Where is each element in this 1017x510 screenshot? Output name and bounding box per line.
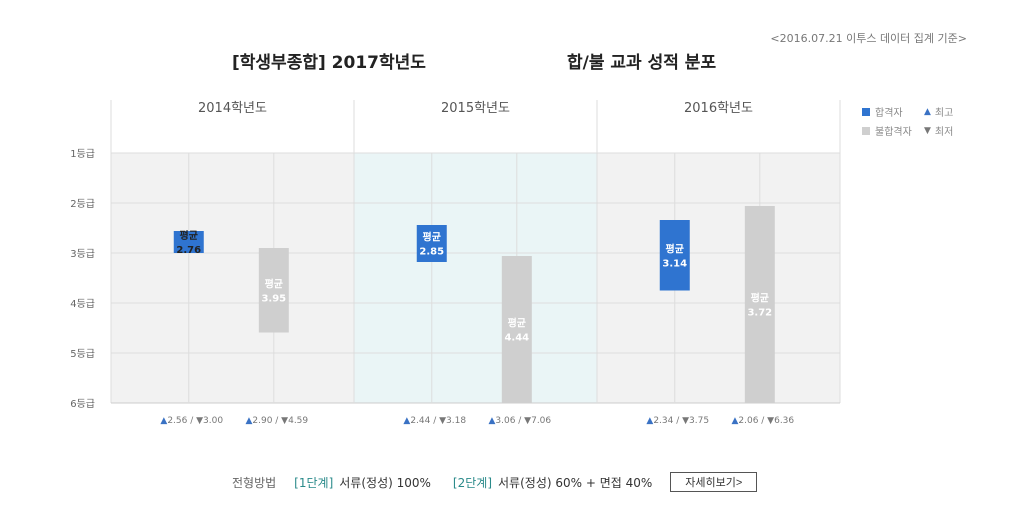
legend-max: ▲ 최고 bbox=[924, 104, 986, 120]
triangle-up-icon: ▲ bbox=[488, 416, 495, 426]
y-tick-label: 3등급 bbox=[70, 248, 95, 260]
stage2-tag: [2단계] bbox=[452, 475, 493, 490]
fail-range-bar bbox=[258, 248, 289, 333]
highlight-column bbox=[354, 153, 597, 403]
pass-range-bar bbox=[416, 225, 447, 262]
stage1-desc: 서류(정성) 100% bbox=[339, 475, 431, 490]
range-text: 2.34 / ▼3.75 bbox=[653, 416, 709, 426]
source-note: <2016.07.21 이투스 데이터 집계 기준> bbox=[770, 32, 967, 45]
legend-fail: 불합격자 bbox=[862, 123, 924, 138]
group-header: 2014학년도 bbox=[198, 101, 267, 116]
triangle-up-icon: ▲ bbox=[731, 416, 738, 426]
detail-button[interactable]: 자세히보기> bbox=[670, 472, 758, 492]
range-text: 2.56 / ▼3.00 bbox=[167, 416, 223, 426]
legend-pass: 합격자 bbox=[862, 104, 924, 119]
range-label: ▲3.06 / ▼7.06 bbox=[488, 416, 551, 426]
avg-value: 3.14 bbox=[662, 258, 687, 269]
avg-value: 3.72 bbox=[747, 308, 772, 319]
method-label: 전형방법 bbox=[232, 475, 277, 490]
stage1-tag: [1단계] bbox=[294, 475, 334, 490]
range-label: ▲2.56 / ▼3.00 bbox=[160, 416, 223, 426]
avg-label: 평균 bbox=[180, 229, 198, 242]
range-text: 3.06 / ▼7.06 bbox=[495, 416, 551, 426]
range-label: ▲2.44 / ▼3.18 bbox=[403, 416, 466, 426]
avg-value: 3.95 bbox=[261, 293, 286, 304]
chart-title: [학생부종합] 2017학년도 bbox=[232, 53, 426, 73]
pass-range-bar bbox=[659, 220, 690, 291]
group-header: 2015학년도 bbox=[441, 101, 510, 116]
avg-label: 평균 bbox=[265, 277, 283, 290]
avg-label: 평균 bbox=[423, 231, 441, 244]
stage2-desc: 서류(정성) 60% + 면접 40% bbox=[498, 475, 653, 490]
avg-label: 평균 bbox=[508, 317, 526, 330]
y-tick-label: 1등급 bbox=[70, 148, 95, 160]
triangle-up-icon: ▲ bbox=[403, 416, 410, 426]
range-text: 2.90 / ▼4.59 bbox=[252, 416, 308, 426]
triangle-up-icon: ▲ bbox=[245, 416, 252, 426]
triangle-up-icon: ▲ bbox=[924, 106, 931, 117]
legend-pass-label: 합격자 bbox=[875, 108, 903, 119]
chart-subtitle: 합/불 교과 성적 분포 bbox=[567, 53, 717, 73]
legend: 합격자 ▲ 최고 불합격자 ▼ 최저 bbox=[862, 102, 986, 140]
legend-min: ▼ 최저 bbox=[924, 123, 986, 139]
y-tick-label: 4등급 bbox=[70, 298, 95, 310]
avg-label: 평균 bbox=[751, 292, 769, 305]
avg-value: 2.85 bbox=[419, 247, 444, 258]
triangle-up-icon: ▲ bbox=[646, 416, 653, 426]
legend-max-label: 최고 bbox=[934, 108, 954, 119]
range-label: ▲2.34 / ▼3.75 bbox=[646, 416, 709, 426]
legend-min-label: 최저 bbox=[934, 127, 954, 138]
fail-swatch bbox=[862, 126, 870, 135]
range-text: 2.06 / ▼6.36 bbox=[738, 416, 794, 426]
y-tick-label: 5등급 bbox=[70, 348, 95, 360]
fail-range-bar bbox=[501, 256, 532, 403]
y-tick-label: 2등급 bbox=[70, 198, 95, 210]
range-text: 2.44 / ▼3.18 bbox=[410, 416, 466, 426]
group-header: 2016학년도 bbox=[684, 101, 753, 116]
pass-swatch bbox=[862, 107, 870, 116]
avg-label: 평균 bbox=[666, 242, 684, 255]
triangle-up-icon: ▲ bbox=[160, 416, 167, 426]
avg-value: 2.76 bbox=[176, 245, 201, 256]
admission-method: 전형방법 [1단계] 서류(정성) 100% [2단계] 서류(정성) 60% … bbox=[232, 472, 758, 492]
y-tick-label: 6등급 bbox=[70, 398, 95, 410]
avg-value: 4.44 bbox=[504, 333, 529, 344]
range-label: ▲2.06 / ▼6.36 bbox=[731, 416, 794, 426]
range-label: ▲2.90 / ▼4.59 bbox=[245, 416, 308, 426]
fail-range-bar bbox=[744, 206, 775, 403]
legend-fail-label: 불합격자 bbox=[875, 127, 912, 138]
triangle-down-icon: ▼ bbox=[924, 125, 931, 136]
pass-range-bar bbox=[173, 231, 204, 253]
